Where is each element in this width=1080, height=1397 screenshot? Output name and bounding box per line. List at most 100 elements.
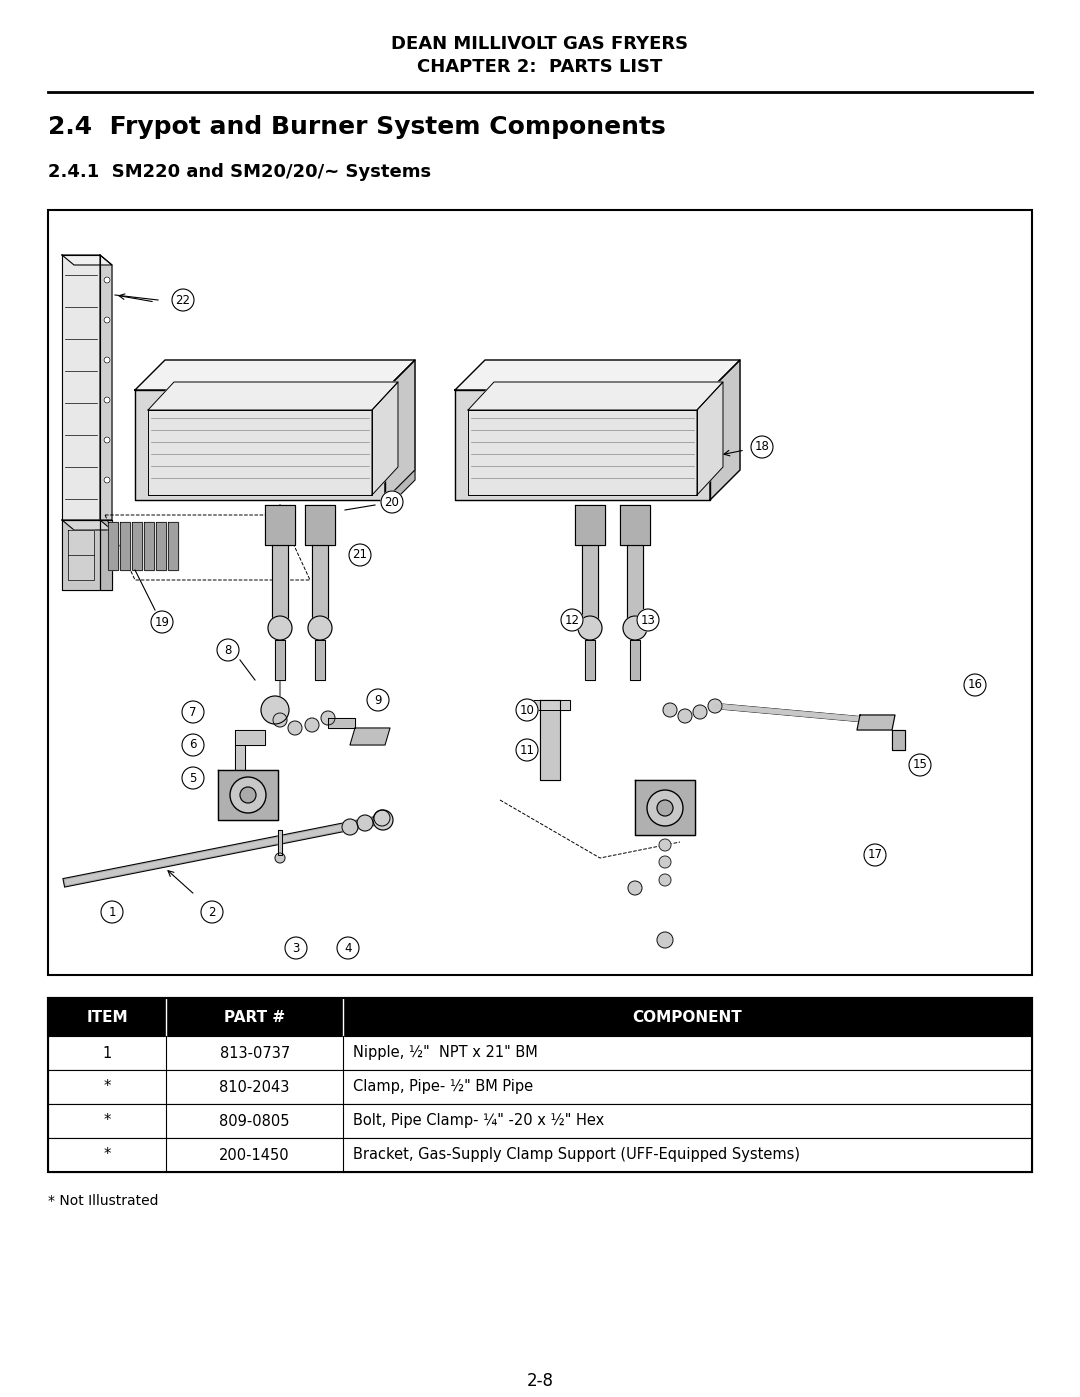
Circle shape — [578, 616, 602, 640]
Text: Nipple, ½"  NPT x 21" BM: Nipple, ½" NPT x 21" BM — [353, 1045, 538, 1060]
Polygon shape — [710, 360, 740, 500]
Circle shape — [516, 698, 538, 721]
Polygon shape — [630, 640, 640, 680]
Circle shape — [357, 814, 373, 831]
Text: 200-1450: 200-1450 — [219, 1147, 289, 1162]
Circle shape — [663, 703, 677, 717]
Text: 8: 8 — [225, 644, 232, 657]
Polygon shape — [384, 360, 415, 500]
Polygon shape — [328, 718, 355, 728]
Bar — [48, 210, 1032, 975]
Circle shape — [637, 609, 659, 631]
Polygon shape — [148, 381, 399, 409]
Circle shape — [367, 689, 389, 711]
Circle shape — [240, 787, 256, 803]
Circle shape — [864, 844, 886, 866]
Circle shape — [708, 698, 723, 712]
Circle shape — [561, 609, 583, 631]
Text: Clamp, Pipe- ½" BM Pipe: Clamp, Pipe- ½" BM Pipe — [353, 1080, 534, 1094]
Circle shape — [373, 810, 393, 830]
Circle shape — [201, 901, 222, 923]
Circle shape — [337, 937, 359, 958]
Polygon shape — [278, 830, 282, 855]
Text: 10: 10 — [519, 704, 535, 717]
Circle shape — [342, 819, 357, 835]
Text: 21: 21 — [352, 549, 367, 562]
Circle shape — [230, 777, 266, 813]
Text: 1: 1 — [108, 905, 116, 918]
Text: 11: 11 — [519, 743, 535, 757]
Polygon shape — [108, 522, 118, 570]
Polygon shape — [62, 256, 100, 520]
Polygon shape — [168, 522, 178, 570]
Polygon shape — [235, 745, 245, 770]
Circle shape — [349, 543, 372, 566]
Polygon shape — [100, 256, 112, 520]
Circle shape — [104, 277, 110, 284]
Polygon shape — [315, 640, 325, 680]
Text: 2-8: 2-8 — [527, 1372, 554, 1390]
Bar — [48, 1070, 1032, 1104]
Text: 9: 9 — [375, 693, 381, 707]
Polygon shape — [144, 522, 154, 570]
Text: 12: 12 — [565, 613, 580, 626]
Polygon shape — [135, 360, 415, 390]
Polygon shape — [620, 504, 650, 545]
Polygon shape — [305, 504, 335, 545]
Polygon shape — [635, 780, 696, 835]
Polygon shape — [697, 381, 723, 495]
Text: 3: 3 — [293, 942, 299, 954]
Circle shape — [183, 767, 204, 789]
Circle shape — [183, 733, 204, 756]
Text: Bracket, Gas-Supply Clamp Support (UFF-Equipped Systems): Bracket, Gas-Supply Clamp Support (UFF-E… — [353, 1147, 800, 1162]
Text: 19: 19 — [154, 616, 170, 629]
Text: Bolt, Pipe Clamp- ¼" -20 x ½" Hex: Bolt, Pipe Clamp- ¼" -20 x ½" Hex — [353, 1113, 605, 1129]
Text: 7: 7 — [189, 705, 197, 718]
Text: 13: 13 — [640, 613, 656, 626]
Polygon shape — [135, 390, 384, 500]
Text: CHAPTER 2:  PARTS LIST: CHAPTER 2: PARTS LIST — [417, 59, 663, 75]
Circle shape — [151, 610, 173, 633]
Text: 18: 18 — [755, 440, 769, 454]
Polygon shape — [575, 504, 605, 545]
Circle shape — [516, 739, 538, 761]
Text: *: * — [104, 1113, 111, 1129]
Polygon shape — [235, 731, 265, 745]
Polygon shape — [62, 256, 112, 265]
Polygon shape — [132, 522, 141, 570]
Polygon shape — [156, 522, 166, 570]
Circle shape — [102, 901, 123, 923]
Circle shape — [104, 397, 110, 402]
Polygon shape — [540, 700, 561, 780]
Text: 809-0805: 809-0805 — [219, 1113, 289, 1129]
Text: COMPONENT: COMPONENT — [633, 1010, 742, 1024]
Circle shape — [657, 932, 673, 949]
Circle shape — [268, 616, 292, 640]
Text: 2: 2 — [208, 905, 216, 918]
Polygon shape — [312, 545, 328, 620]
Text: *: * — [104, 1147, 111, 1162]
Circle shape — [104, 358, 110, 363]
Circle shape — [751, 436, 773, 458]
Text: 2.4.1  SM220 and SM20/20/~ Systems: 2.4.1 SM220 and SM20/20/~ Systems — [48, 163, 431, 182]
Polygon shape — [585, 640, 595, 680]
Text: 813-0737: 813-0737 — [219, 1045, 289, 1060]
Text: *: * — [104, 1080, 111, 1094]
Text: PART #: PART # — [224, 1010, 285, 1024]
Circle shape — [659, 856, 671, 868]
Bar — [48, 997, 1032, 1172]
Polygon shape — [265, 504, 295, 545]
Text: * Not Illustrated: * Not Illustrated — [48, 1194, 159, 1208]
Text: 5: 5 — [189, 771, 197, 785]
Polygon shape — [530, 700, 570, 710]
Text: 15: 15 — [913, 759, 928, 771]
Circle shape — [374, 810, 390, 826]
Polygon shape — [627, 545, 643, 620]
Circle shape — [261, 696, 289, 724]
Polygon shape — [68, 529, 94, 580]
Bar — [48, 997, 1032, 1037]
Polygon shape — [455, 390, 710, 500]
Polygon shape — [272, 545, 288, 620]
Circle shape — [275, 854, 285, 863]
Polygon shape — [62, 520, 112, 529]
